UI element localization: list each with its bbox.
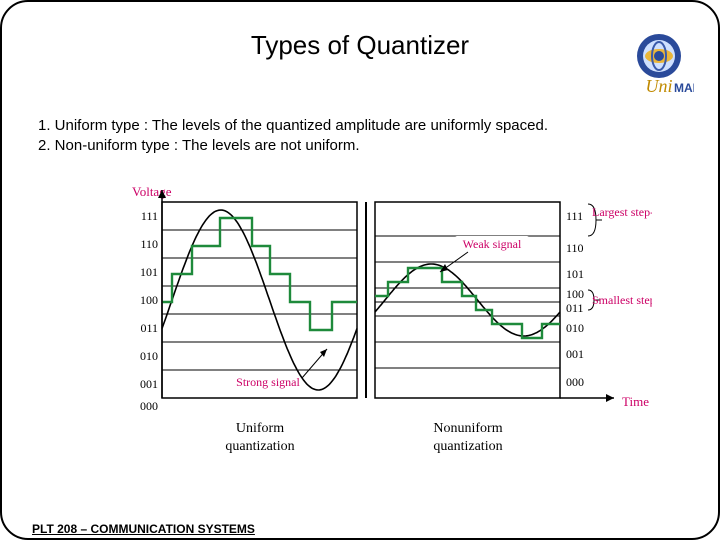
page-title: Types of Quantizer [2, 30, 718, 61]
svg-text:011: 011 [140, 321, 158, 335]
svg-text:quantization: quantization [225, 439, 294, 454]
largest-step-brace: Largest step-size [588, 204, 652, 236]
svg-text:Uni: Uni [646, 76, 673, 96]
svg-text:Largest step-size: Largest step-size [592, 205, 652, 219]
bullet-2: 2. Non-uniform type : The levels are not… [38, 136, 548, 156]
unimap-logo: Uni MAP [624, 30, 694, 100]
slide-frame: Types of Quantizer Uni MAP 1. Uniform ty… [0, 0, 720, 540]
svg-text:001: 001 [566, 347, 584, 361]
svg-text:001: 001 [140, 377, 158, 391]
smallest-step-brace: Smallest step-size [588, 290, 652, 310]
right-sine-curve [375, 264, 560, 336]
svg-text:Uniform: Uniform [236, 421, 284, 436]
svg-text:110: 110 [566, 241, 584, 255]
svg-text:010: 010 [566, 321, 584, 335]
svg-text:Nonuniform: Nonuniform [433, 421, 502, 436]
svg-text:101: 101 [566, 267, 584, 281]
left-sine-curve [162, 210, 357, 390]
svg-text:Weak signal: Weak signal [463, 237, 522, 251]
footer-text: PLT 208 – COMMUNICATION SYSTEMS [32, 522, 255, 536]
time-axis-label: Time [622, 394, 649, 409]
svg-text:000: 000 [566, 375, 584, 389]
svg-text:010: 010 [140, 349, 158, 363]
svg-text:101: 101 [140, 265, 158, 279]
svg-text:quantization: quantization [433, 439, 502, 454]
body-text: 1. Uniform type : The levels of the quan… [38, 116, 548, 157]
strong-signal-callout: Strong signal [236, 349, 327, 389]
svg-text:100: 100 [566, 287, 584, 301]
quantizer-diagram: Voltage Time 111 110 101 100 011 010 [92, 174, 652, 494]
svg-text:Strong signal: Strong signal [236, 375, 300, 389]
svg-text:100: 100 [140, 293, 158, 307]
bullet-1: 1. Uniform type : The levels of the quan… [38, 116, 548, 136]
right-quantized-steps [375, 268, 560, 338]
left-panel: 111 110 101 100 011 010 001 000 Uniform … [140, 202, 357, 454]
svg-text:000: 000 [140, 399, 158, 413]
svg-text:011: 011 [566, 301, 584, 315]
left-quantized-steps [162, 218, 357, 330]
svg-text:111: 111 [566, 209, 583, 223]
svg-text:111: 111 [141, 209, 158, 223]
svg-text:110: 110 [140, 237, 158, 251]
voltage-axis-label: Voltage [132, 184, 172, 199]
weak-signal-callout: Weak signal [440, 236, 530, 272]
svg-text:MAP: MAP [674, 81, 694, 95]
svg-text:Smallest step-size: Smallest step-size [592, 293, 652, 307]
